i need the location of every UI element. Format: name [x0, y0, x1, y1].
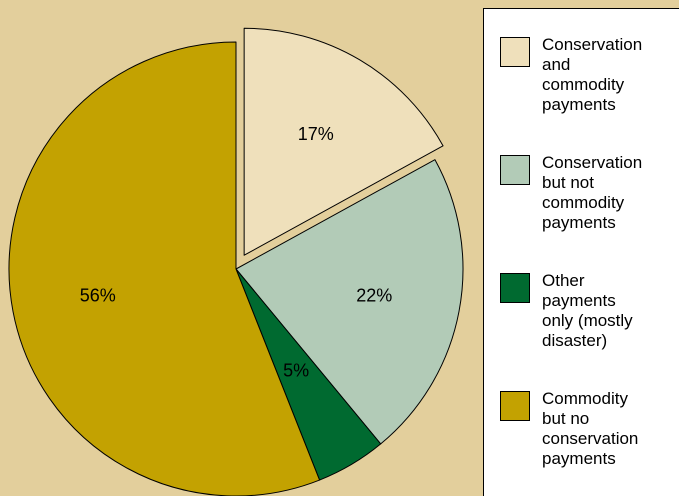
pie-slice [243, 27, 444, 256]
legend-label-line: payments [542, 291, 616, 310]
slice-value-label: 22% [356, 285, 392, 305]
legend-label-line: and [542, 55, 571, 74]
legend-label-line: only (mostly [542, 311, 633, 330]
legend-label-line: commodity [542, 75, 625, 94]
legend-label-line: payments [542, 95, 616, 114]
legend-label: Other payments only (mostly disaster) [542, 271, 678, 351]
pie-slice [235, 159, 464, 445]
legend-label-line: conservation [542, 429, 639, 448]
legend-label-line: Conservation [542, 153, 643, 172]
legend-label-line: but not [542, 173, 594, 192]
slice-value-label: 5% [283, 361, 309, 381]
legend-label-line: payments [542, 449, 616, 468]
legend-label-line: but no [542, 409, 590, 428]
legend-label-line: Conservation [542, 35, 643, 54]
pie-slice [8, 41, 321, 496]
slice-value-label: 17% [298, 124, 334, 144]
legend: Conservation and commodity payments Cons… [483, 8, 679, 496]
legend-label: Conservation and commodity payments [542, 35, 678, 115]
legend-swatch [500, 273, 530, 303]
legend-swatch [500, 155, 530, 185]
legend-swatch [500, 391, 530, 421]
slice-value-label: 56% [80, 285, 116, 305]
legend-swatch [500, 37, 530, 67]
legend-label-line: disaster) [542, 331, 608, 350]
legend-label-line: Other [542, 271, 585, 290]
legend-label: Conservation but not commodity payments [542, 153, 678, 233]
pie-chart: 17% 22% 5% 56% [8, 27, 464, 496]
legend-label-line: Commodity [542, 389, 628, 408]
legend-label-line: commodity [542, 193, 625, 212]
legend-label-line: payments [542, 213, 616, 232]
legend-label: Commodity but no conservation payments [542, 389, 678, 469]
